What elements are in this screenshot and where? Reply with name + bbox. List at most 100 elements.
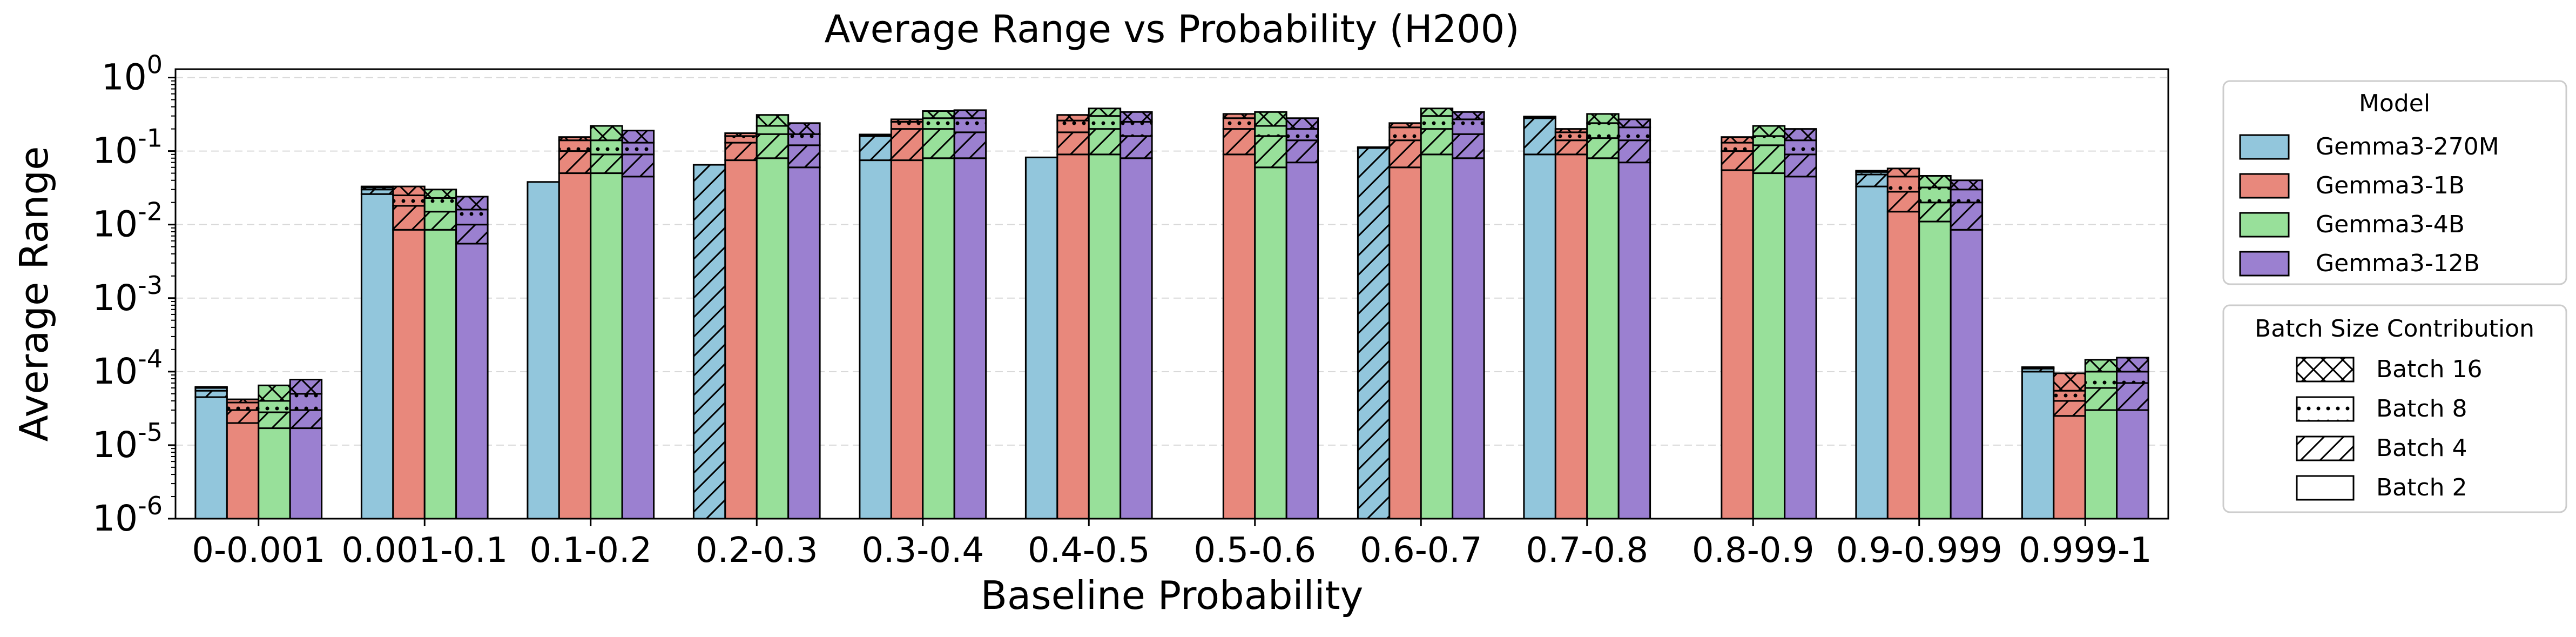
bar-stack <box>1452 111 1485 520</box>
bar-segment-hatch <box>1089 108 1121 116</box>
bar-stack <box>890 118 924 520</box>
bar-segment-hatch <box>456 196 488 210</box>
y-tick-label: 100 <box>102 50 163 98</box>
bar-segment-hatch <box>2053 391 2086 401</box>
bar-stack <box>2084 359 2118 520</box>
bar-segment-hatch <box>1753 136 1785 145</box>
bar-segment-fill <box>1057 154 1089 519</box>
bar-stack <box>953 109 987 520</box>
bar-segment-hatch <box>1753 125 1785 136</box>
y-axis: 10-6 10-5 10-4 10-3 10-2 10-1 100 <box>92 50 176 539</box>
x-tick-label: 0.001-0.1 <box>341 531 508 571</box>
legend-swatch <box>2296 435 2355 461</box>
bar-segment-hatch <box>456 224 488 244</box>
bar-segment-hatch <box>1856 174 1888 187</box>
bar-segment-hatch <box>1784 154 1817 177</box>
bar-segment <box>621 130 655 144</box>
bar-stack <box>392 185 426 520</box>
bar-stack <box>360 185 394 520</box>
bar-segment-hatch <box>1887 191 1919 212</box>
bar-segment <box>2021 366 2055 369</box>
bar-segment-fill <box>1721 170 1754 519</box>
bar-segment-fill <box>1784 176 1817 519</box>
bar-segment-hatch <box>891 129 923 160</box>
bar-segment-hatch <box>2085 371 2117 388</box>
legend-swatch <box>2296 475 2355 501</box>
bar-segment-hatch <box>424 198 456 212</box>
bar-stack <box>1420 108 1454 520</box>
bar-segment <box>423 189 457 199</box>
bar-segment-fill <box>2116 410 2149 519</box>
bar-segment-hatch <box>757 125 788 135</box>
bar-segment-hatch <box>1919 176 1951 187</box>
bar-segment-hatch <box>725 136 757 143</box>
bar-segment-hatch <box>590 140 623 155</box>
bar-segment-hatch <box>859 136 892 160</box>
batch-legend-title: Batch Size Contribution <box>2255 315 2534 343</box>
bar-segment-hatch <box>1721 137 1754 143</box>
bar-segment-hatch <box>227 403 259 410</box>
bar-segment <box>2116 357 2149 373</box>
bar-stack <box>1285 117 1319 520</box>
bar-segment-hatch <box>622 130 654 143</box>
bar-segment-hatch <box>1587 123 1619 138</box>
bar-segment-hatch <box>1523 118 1556 155</box>
bar-segment-hatch <box>922 118 955 129</box>
bar-segment-fill <box>258 428 291 519</box>
bar-segment-fill <box>1856 186 1888 519</box>
bar-segment-fill <box>1286 162 1318 519</box>
bar-segment <box>1950 179 1984 191</box>
bar-stack <box>2116 357 2149 520</box>
bar-segment <box>289 379 323 395</box>
bar-segment-hatch <box>1057 132 1089 155</box>
bar-segment-hatch <box>1286 140 1318 163</box>
bar-segment-hatch <box>1856 172 1888 175</box>
bar-segment-hatch <box>1619 140 1650 163</box>
bar-segment-hatch <box>1286 118 1318 129</box>
bar-segment-hatch <box>258 385 291 401</box>
bar-segment-hatch <box>393 195 425 206</box>
bar-segment-hatch <box>456 209 488 225</box>
plot-frame <box>174 68 2169 520</box>
x-tick-label: 0.9-0.999 <box>1836 531 2002 571</box>
bar-stack <box>1222 113 1256 520</box>
bar-segment-hatch <box>290 410 322 428</box>
bar-segment-fill <box>1619 162 1650 519</box>
chart-title: Average Range vs Probability (H200) <box>824 7 1519 51</box>
bar-stack <box>1752 125 1786 520</box>
bar-segment-hatch <box>195 388 227 391</box>
bar-stack <box>692 164 726 520</box>
bar-segment-hatch <box>1619 127 1650 140</box>
bar-segment-hatch <box>2116 383 2149 410</box>
bars <box>194 108 2149 520</box>
bar-segment-hatch <box>1587 138 1619 158</box>
bar-stack <box>621 130 655 520</box>
bar-segment-hatch <box>2085 359 2117 372</box>
bar-segment-fill <box>227 423 259 519</box>
bar-segment-hatch <box>424 189 456 198</box>
bar-segment <box>1120 111 1153 123</box>
bar-segment-hatch <box>2022 368 2054 372</box>
x-tick-label: 0.1-0.2 <box>529 531 652 571</box>
bar-segment-hatch <box>2085 388 2117 410</box>
bar-stack <box>1554 128 1588 520</box>
bar-segment-hatch <box>1255 125 1287 136</box>
bar-stack <box>2053 372 2086 520</box>
bar-segment-hatch <box>954 132 986 158</box>
bar-segment-fill <box>1753 173 1785 519</box>
legend-swatch <box>2296 396 2355 422</box>
bar-segment-hatch <box>788 123 820 135</box>
bar-segment-fill <box>1089 154 1121 519</box>
bar-segment-hatch <box>1452 134 1485 158</box>
bar-segment <box>787 122 821 135</box>
bar-segment-hatch <box>1057 115 1089 121</box>
legend-label: Batch 8 <box>2376 395 2467 423</box>
legend-swatch <box>2239 251 2290 277</box>
bar-segment-hatch <box>361 187 393 190</box>
bar-segment-hatch <box>1421 129 1453 155</box>
bar-segment-hatch <box>1089 116 1121 129</box>
bar-segment-fill <box>891 160 923 519</box>
legend-label: Batch 16 <box>2376 356 2482 383</box>
